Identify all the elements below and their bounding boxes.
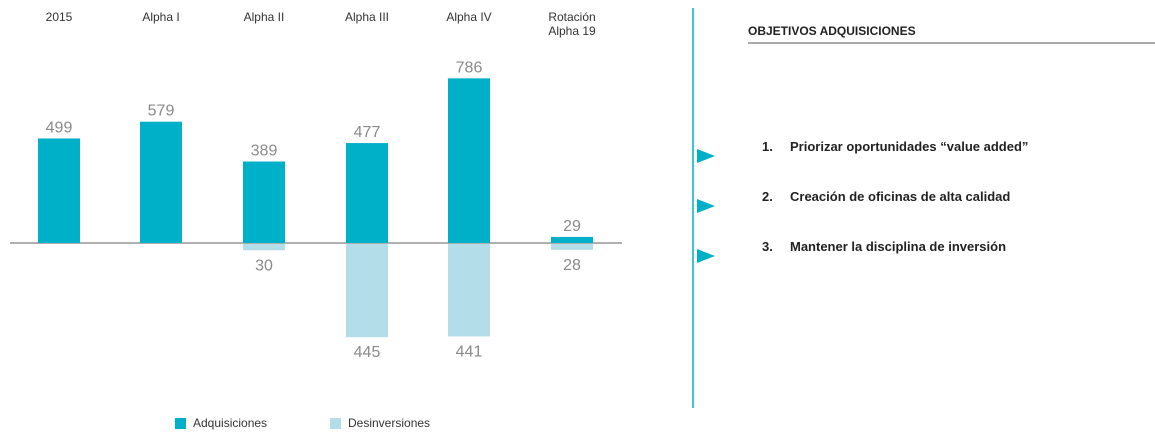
item-text: Creación de oficinas de alta calidad — [790, 189, 1011, 204]
value-label: 441 — [456, 343, 483, 360]
item-number: 1. — [762, 139, 773, 154]
bullet-arrow — [697, 149, 715, 163]
legend-swatch — [175, 418, 186, 429]
x-tick-label: 2015 — [45, 10, 73, 24]
value-label: 389 — [251, 143, 278, 160]
bar — [551, 244, 593, 250]
item-number: 2. — [762, 189, 773, 204]
list-item: 2. Creación de oficinas de alta calidad — [762, 189, 1010, 204]
x-tick-label: Rotación Alpha 19 — [548, 10, 596, 38]
value-label: 499 — [46, 119, 73, 136]
bar — [448, 244, 490, 337]
bar — [243, 161, 285, 243]
item-text: Priorizar oportunidades “value added” — [790, 139, 1029, 154]
legend-swatch — [330, 418, 341, 429]
bar — [448, 78, 490, 243]
bar — [140, 121, 182, 243]
value-label: 29 — [563, 218, 581, 235]
bar — [346, 244, 388, 338]
x-tick-label: Alpha III — [344, 10, 390, 24]
x-tick-label: Alpha II — [243, 10, 285, 24]
list-item: 3. Mantener la disciplina de inversión — [762, 239, 1006, 254]
bar — [346, 143, 388, 243]
legend-label: Desinversiones — [348, 416, 430, 430]
value-label: 445 — [354, 344, 381, 361]
value-label: 30 — [255, 257, 273, 274]
bar — [38, 138, 80, 243]
value-label: 477 — [354, 124, 381, 141]
list-item: 1. Priorizar oportunidades “value added” — [762, 139, 1028, 154]
bullet-arrow — [697, 199, 715, 213]
value-label: 579 — [148, 103, 175, 120]
bar — [243, 244, 285, 251]
panel-title: OBJETIVOS ADQUISICIONES — [748, 24, 916, 38]
x-tick-label: Alpha IV — [446, 10, 492, 24]
value-label: 28 — [563, 257, 581, 274]
bullet-arrow — [697, 249, 715, 263]
value-label: 786 — [456, 59, 483, 76]
bar — [551, 236, 593, 243]
item-text: Mantener la disciplina de inversión — [790, 239, 1007, 254]
x-tick-label: Alpha I — [142, 10, 180, 24]
item-number: 3. — [762, 239, 773, 254]
legend-label: Adquisiciones — [193, 416, 267, 430]
